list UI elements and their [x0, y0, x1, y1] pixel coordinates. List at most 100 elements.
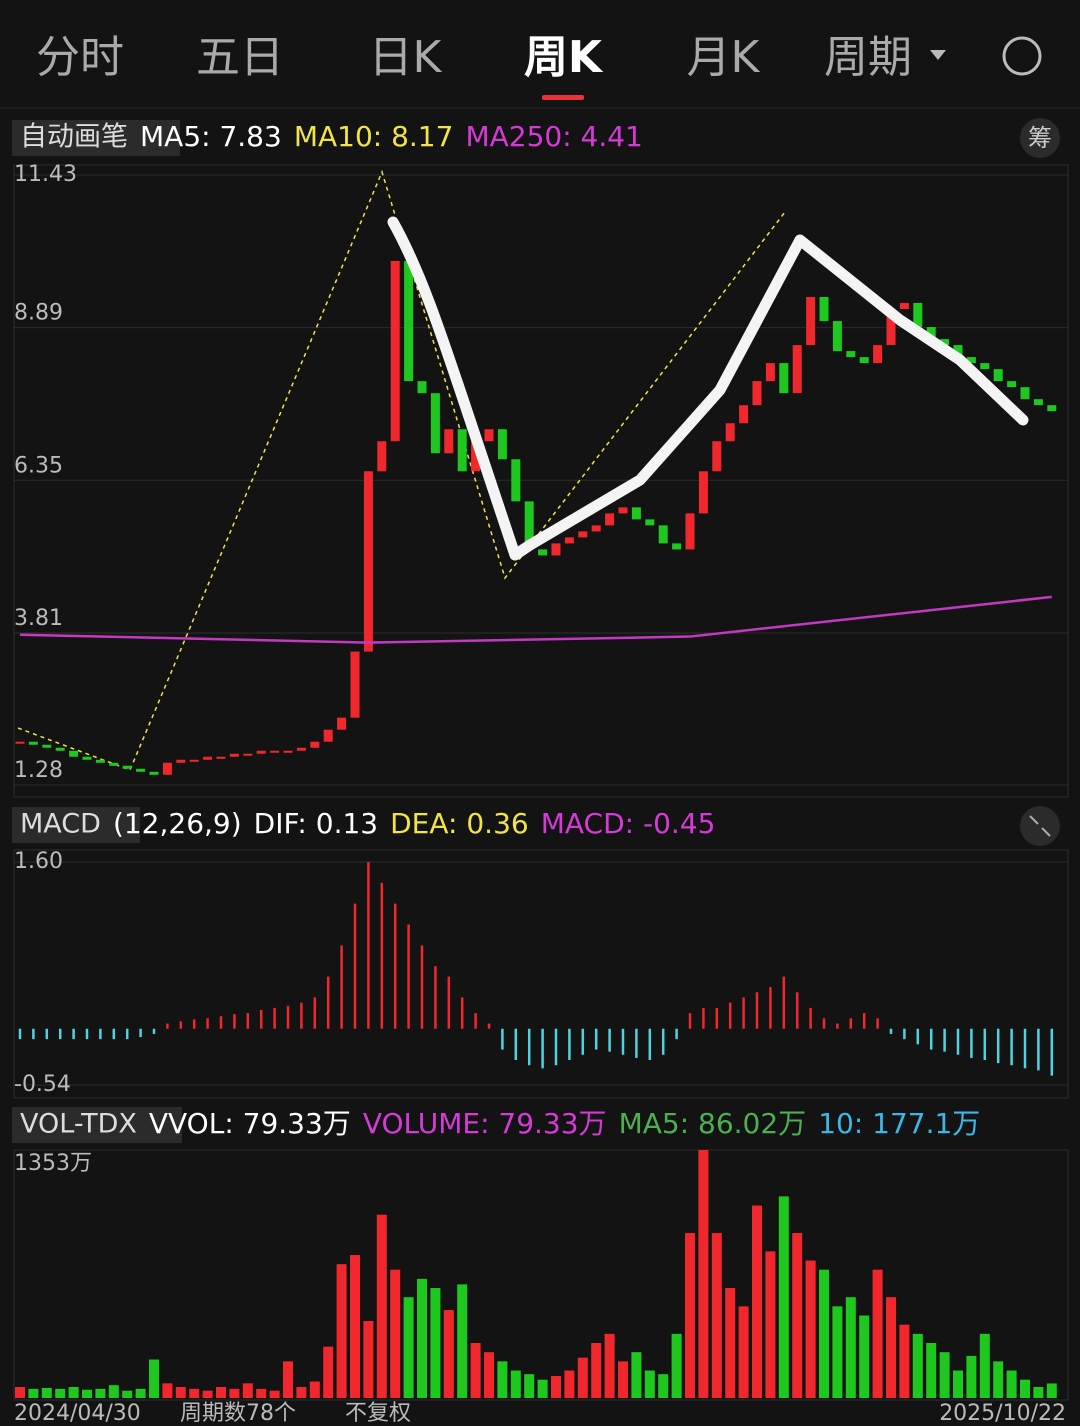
volume-bar [1046, 1383, 1057, 1398]
tab[interactable]: 日K [369, 32, 443, 83]
volume-bar [711, 1233, 722, 1398]
candle [765, 363, 775, 382]
legend-label: (12,26,9) [113, 807, 242, 840]
y-tick-label: 8.89 [14, 301, 63, 326]
legend-label: 10: 177.1万 [818, 1107, 980, 1140]
footer-label: 不复权 [345, 1401, 411, 1426]
tab[interactable]: 月K [687, 32, 761, 83]
volume-bar [979, 1333, 990, 1398]
candle [578, 531, 588, 538]
candle [752, 381, 762, 406]
chip-button[interactable]: 筹 [1028, 124, 1052, 152]
volume-bar [457, 1284, 468, 1398]
candle [792, 345, 802, 394]
ma250-line [19, 595, 1052, 644]
tab[interactable]: 周期 [824, 32, 912, 83]
volume-bar [819, 1269, 829, 1398]
selector-box[interactable] [12, 1107, 182, 1143]
volume-bar [216, 1387, 226, 1398]
volume-bar [671, 1333, 682, 1398]
tab[interactable]: 五日 [196, 32, 284, 83]
tab[interactable]: 周K [524, 32, 604, 83]
volume-bar [256, 1388, 267, 1398]
volume-bar [189, 1388, 200, 1398]
settings-icon[interactable] [1002, 36, 1042, 76]
candle [404, 260, 414, 382]
legend-label: DIF: 0.13 [254, 807, 378, 840]
volume-bar [939, 1352, 950, 1398]
expand-button[interactable] [1020, 806, 1060, 846]
legend-label: MA5: 7.83 [140, 120, 282, 153]
candle [363, 471, 373, 652]
candle [55, 747, 65, 751]
candle [564, 537, 574, 544]
candle [471, 441, 481, 472]
tab[interactable]: 分时 [36, 32, 124, 83]
y-tick-label: 6.35 [14, 453, 63, 478]
dropdown-arrow [930, 50, 946, 60]
macd-frame [13, 849, 1069, 1099]
y-tick-label: 1.28 [14, 758, 63, 783]
candle [698, 471, 708, 514]
volume-bar [725, 1288, 736, 1398]
volume-bar [41, 1387, 52, 1398]
volume-bar [336, 1264, 347, 1398]
volume-bar [15, 1387, 25, 1398]
candle [189, 759, 199, 762]
volume-bar [68, 1387, 79, 1398]
volume-bar [403, 1297, 414, 1398]
volume-bar [738, 1306, 749, 1398]
volume-bar [685, 1233, 695, 1398]
candle [176, 759, 186, 763]
selector-box[interactable] [12, 807, 140, 843]
volume-bar [484, 1352, 494, 1398]
chip-button-bg[interactable] [1020, 118, 1060, 158]
candle [122, 765, 132, 769]
volume-bar [591, 1343, 602, 1398]
volume-bar [564, 1370, 575, 1398]
volume-bar [417, 1278, 427, 1398]
volume-bar [55, 1388, 66, 1398]
candle [283, 750, 293, 753]
volume-bar [82, 1389, 92, 1398]
candle [390, 260, 400, 442]
legend-label: VOL-TDX [20, 1109, 137, 1140]
candle [15, 741, 25, 744]
volume-bar [309, 1381, 320, 1398]
volume-bar [510, 1370, 521, 1398]
candle [1020, 387, 1030, 400]
volume-bar [470, 1343, 481, 1398]
candle [859, 357, 869, 364]
volume-bar [926, 1343, 937, 1398]
candle [605, 513, 615, 526]
candle [136, 768, 146, 772]
candle [42, 744, 52, 748]
volume-bar [122, 1390, 133, 1398]
y-tick-label: 11.43 [14, 162, 77, 187]
legend-label: MACD: -0.45 [541, 807, 716, 840]
volume-bar [899, 1324, 910, 1398]
volume-bar [845, 1297, 856, 1398]
volume-bar [953, 1370, 963, 1398]
candle [712, 441, 722, 472]
candle [873, 345, 883, 364]
candle [645, 519, 655, 526]
volume-bar [28, 1388, 39, 1398]
candle [672, 543, 682, 550]
candle [725, 423, 735, 442]
volume-bar [644, 1370, 655, 1398]
volume-bar [631, 1352, 642, 1398]
selector-box[interactable] [12, 120, 180, 156]
candle [953, 345, 963, 358]
candle [95, 759, 105, 763]
volume-bar [912, 1333, 923, 1398]
volume-bar [242, 1383, 253, 1398]
volume-bar [108, 1385, 119, 1398]
candle [658, 525, 668, 544]
volume-bar [778, 1196, 789, 1398]
volume-bar [149, 1359, 159, 1398]
candle [926, 327, 936, 340]
candle [1047, 405, 1057, 412]
candle [28, 741, 38, 745]
volume-bar [618, 1361, 628, 1398]
